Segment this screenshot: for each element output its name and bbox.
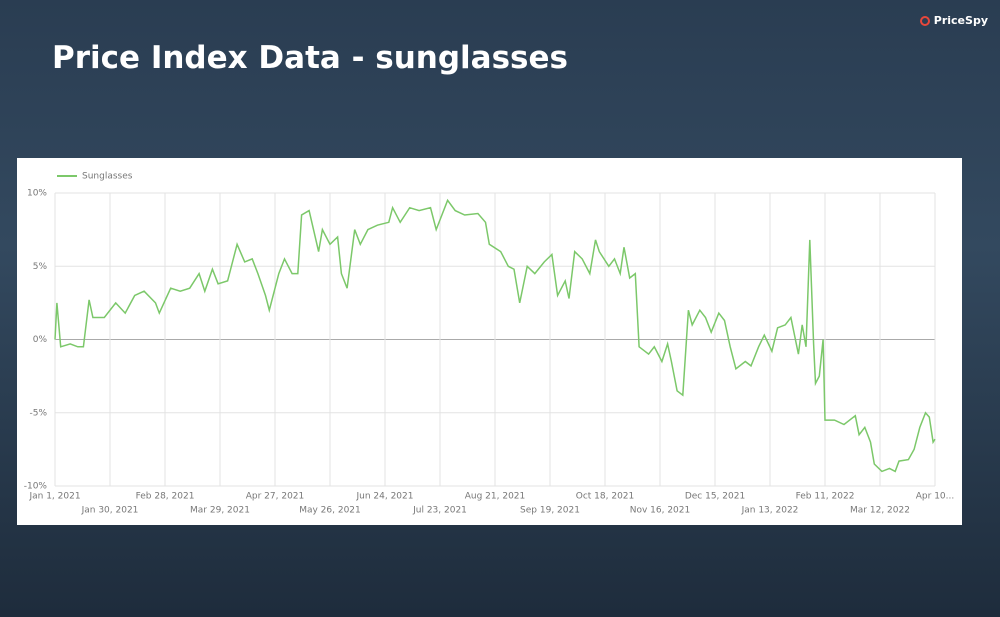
x-tick-label: Oct 18, 2021	[576, 492, 635, 502]
x-tick-label: Mar 29, 2021	[190, 506, 250, 516]
x-tick-label: Apr 10...	[916, 492, 954, 502]
legend-label: Sunglasses	[82, 172, 133, 182]
x-tick-label: Jan 1, 2021	[28, 492, 80, 502]
y-tick-label: 5%	[33, 262, 48, 272]
y-tick-label: 10%	[27, 189, 47, 199]
y-tick-label: -10%	[24, 482, 48, 492]
x-tick-label: Apr 27, 2021	[246, 492, 305, 502]
x-tick-label: May 26, 2021	[299, 506, 361, 516]
x-tick-label: Jun 24, 2021	[355, 492, 413, 502]
y-tick-label: 0%	[33, 335, 48, 345]
x-tick-label: Sep 19, 2021	[520, 506, 580, 516]
x-tick-label: Aug 21, 2021	[465, 492, 526, 502]
x-tick-label: Nov 16, 2021	[630, 506, 691, 516]
slide-title: Price Index Data - sunglasses	[52, 40, 568, 76]
x-tick-label: Jul 23, 2021	[412, 506, 467, 516]
chart-panel	[17, 158, 962, 525]
x-tick-label: Mar 12, 2022	[850, 506, 910, 516]
data-line	[54, 198, 936, 473]
x-tick-label: Dec 15, 2021	[685, 492, 745, 502]
x-tick-label: Feb 11, 2022	[796, 492, 855, 502]
logo-text: PriceSpy	[933, 14, 988, 27]
x-tick-label: Jan 30, 2021	[81, 506, 139, 516]
x-tick-label: Feb 28, 2021	[136, 492, 195, 502]
y-tick-label: -5%	[29, 408, 47, 418]
x-tick-label: Jan 13, 2022	[741, 506, 799, 516]
logo: PriceSpy	[919, 14, 988, 27]
